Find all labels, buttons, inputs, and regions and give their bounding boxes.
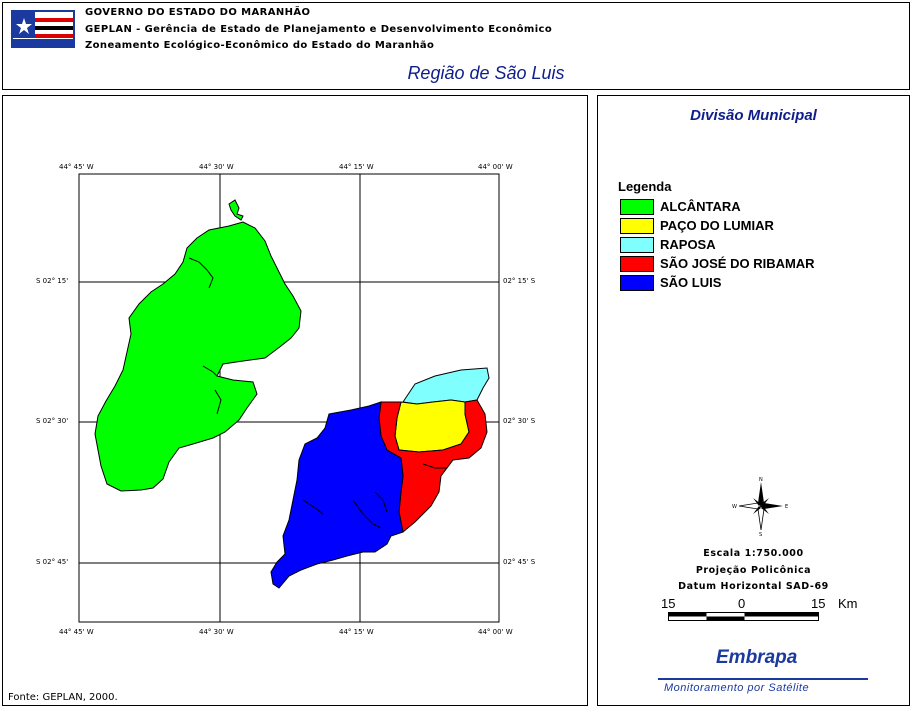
header: GOVERNO DO ESTADO DO MARANHÃO GEPLAN - G…	[2, 2, 910, 90]
legend-item-sao-luis: SÃO LUIS	[620, 275, 880, 293]
bottom-label-44-45: 44° 45' W	[59, 628, 94, 636]
map-frame	[78, 173, 500, 623]
municipal-map	[78, 173, 500, 623]
left-label-02-15: S 02° 15'	[36, 277, 69, 285]
scale-unit: Km	[838, 596, 858, 611]
scale-number-left: 15	[661, 596, 676, 611]
compass-rose-icon: N S E W	[732, 477, 788, 536]
top-label-44-30: 44° 30' W	[199, 163, 234, 171]
legend-item-alcantara: ALCÂNTARA	[620, 199, 880, 217]
legend-swatch-paco-do-lumiar	[620, 218, 654, 234]
legend-swatch-sao-jose-do-ribamar	[620, 256, 654, 272]
compass-n: N	[759, 477, 763, 483]
datum-text: Datum Horizontal SAD-69	[678, 581, 829, 592]
maranhao-flag-logo	[11, 10, 75, 48]
right-label-02-15: 02° 15' S	[503, 277, 536, 285]
sao-luis-region	[270, 401, 404, 589]
monitoring-divider	[658, 678, 868, 680]
legend-label-alcantara: ALCÂNTARA	[660, 199, 741, 214]
legend-item-paco-do-lumiar: PAÇO DO LUMIAR	[620, 218, 880, 236]
bottom-label-44-00: 44° 00' W	[478, 628, 513, 636]
scale-number-right: 15	[811, 596, 826, 611]
compass-w: W	[732, 504, 737, 510]
scale-text: Escala 1:750.000	[703, 548, 804, 559]
project-title: Zoneamento Ecológico-Econômico do Estado…	[85, 40, 435, 51]
government-title: GOVERNO DO ESTADO DO MARANHÃO	[85, 7, 311, 18]
legend-swatch-alcantara	[620, 199, 654, 215]
legend-label-raposa: RAPOSA	[660, 237, 716, 252]
alcantara-region	[94, 221, 302, 492]
legend-swatch-sao-luis	[620, 275, 654, 291]
side-panel: Divisão Municipal Legenda ALCÂNTARA PAÇO…	[597, 95, 910, 706]
source-note: Fonte: GEPLAN, 2000.	[8, 692, 118, 703]
right-label-02-45: 02° 45' S	[503, 558, 536, 566]
legend-label-paco-do-lumiar: PAÇO DO LUMIAR	[660, 218, 774, 233]
legend-item-sao-jose-do-ribamar: SÃO JOSÉ DO RIBAMAR	[620, 256, 880, 274]
agency-title: GEPLAN - Gerência de Estado de Planejame…	[85, 24, 553, 35]
bottom-label-44-15: 44° 15' W	[339, 628, 374, 636]
left-label-02-45: S 02° 45'	[36, 558, 69, 566]
compass-e: E	[785, 504, 788, 510]
division-title: Divisão Municipal	[690, 107, 817, 124]
scale-number-zero: 0	[738, 596, 746, 611]
top-label-44-45: 44° 45' W	[59, 163, 94, 171]
legend-swatch-raposa	[620, 237, 654, 253]
raposa-region	[402, 367, 490, 405]
monitoring-text: Monitoramento por Satélite	[664, 682, 810, 694]
bottom-label-44-30: 44° 30' W	[199, 628, 234, 636]
scale-bar	[668, 612, 819, 621]
legend-title: Legenda	[618, 179, 672, 194]
compass-s: S	[759, 532, 762, 536]
left-label-02-30: S 02° 30'	[36, 417, 69, 425]
projection-text: Projeção Policônica	[695, 565, 812, 576]
legend-label-sao-luis: SÃO LUIS	[660, 275, 722, 290]
right-label-02-30: 02° 30' S	[503, 417, 536, 425]
legend-item-raposa: RAPOSA	[620, 237, 880, 255]
top-label-44-00: 44° 00' W	[478, 163, 513, 171]
paco-do-lumiar-region	[394, 399, 470, 453]
alcantara-islet	[228, 199, 244, 221]
region-title: Região de São Luis	[407, 63, 565, 83]
top-label-44-15: 44° 15' W	[339, 163, 374, 171]
embrapa-logo: Embrapa	[716, 647, 798, 668]
map-panel: 44° 45' W 44° 30' W 44° 15' W 44° 00' W …	[2, 95, 588, 706]
legend-label-sao-jose-do-ribamar: SÃO JOSÉ DO RIBAMAR	[660, 256, 815, 271]
